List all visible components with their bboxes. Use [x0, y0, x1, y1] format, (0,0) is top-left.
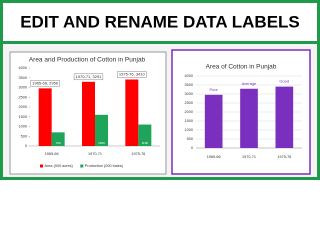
y-tick-label: 3000 [19, 86, 27, 90]
y-tick-label: 1500 [19, 115, 27, 119]
x-tick-label: 1970-71 [88, 152, 102, 156]
x-tick-label: 1965-66 [207, 155, 221, 159]
bar [82, 81, 95, 146]
y-tick-label: 0 [25, 144, 27, 148]
data-label: Good [279, 79, 289, 84]
legend-swatch [40, 164, 43, 168]
page: EDIT AND RENAME DATA LABELS Area and Pro… [0, 0, 320, 180]
bar [138, 124, 152, 146]
data-label: 1965-66, 2956 [32, 80, 59, 85]
y-tick-label: 0 [191, 146, 193, 150]
data-label: 700 [56, 141, 61, 145]
y-tick-label: 4000 [185, 74, 193, 78]
bar [125, 79, 139, 146]
x-tick-label: 1970-71 [242, 155, 256, 159]
y-tick-label: 2500 [185, 101, 193, 105]
y-tick-label: 500 [21, 134, 27, 138]
data-label: 1600 [98, 141, 105, 145]
bar [51, 132, 65, 146]
y-tick-label: 1500 [185, 119, 193, 123]
x-tick-label: 1975-76 [277, 155, 291, 159]
legend-label: Production (000 bales) [85, 164, 124, 168]
data-label-box [30, 80, 60, 87]
y-tick-label: 2000 [185, 110, 193, 114]
bar [240, 88, 258, 148]
data-label: 1100 [142, 141, 149, 145]
chart-title: Area and Production of Cotton in Punjab [29, 57, 146, 64]
y-tick-label: 4000 [19, 66, 27, 70]
bar [95, 114, 108, 146]
x-tick-label: 1975-76 [131, 152, 145, 156]
x-tick-label: 1965-66 [45, 152, 59, 156]
y-tick-label: 2000 [19, 105, 27, 109]
y-tick-label: 2500 [19, 95, 27, 99]
chart-title: Area of Cotton in Punjab [206, 64, 277, 71]
data-label-box [117, 71, 147, 78]
data-label: 1970-71, 3291 [76, 74, 103, 79]
bar [275, 86, 294, 148]
legend-label: Area (000 acres) [45, 164, 74, 168]
y-tick-label: 3000 [185, 92, 193, 96]
bar [38, 88, 52, 146]
data-label: Average [242, 81, 258, 86]
y-tick-label: 3500 [185, 83, 193, 87]
page-title: EDIT AND RENAME DATA LABELS [20, 12, 300, 31]
legend-swatch [80, 164, 84, 168]
data-label: Poor [209, 87, 218, 92]
bar [204, 94, 223, 148]
title-band [3, 3, 317, 41]
y-tick-label: 1000 [19, 125, 27, 129]
y-tick-label: 1000 [185, 128, 193, 132]
thumbnail: EDIT AND RENAME DATA LABELS Area and Pro… [0, 0, 320, 180]
data-label: 1975-76, 3410 [119, 72, 146, 77]
y-tick-label: 500 [187, 137, 193, 141]
data-label-box [73, 73, 104, 81]
y-tick-label: 3500 [19, 76, 27, 80]
